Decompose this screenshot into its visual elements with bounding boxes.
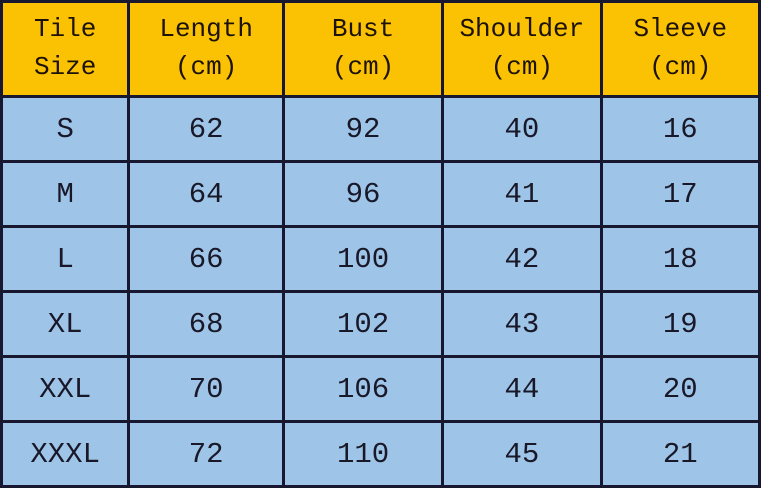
- cell-size: XXL: [0, 355, 131, 423]
- header-unit: (cm): [649, 52, 712, 82]
- header-row: Tile Size Length (cm) Bust (cm) Shoulder…: [0, 0, 761, 98]
- cell-size: S: [0, 95, 131, 163]
- cell-shoulder: 44: [441, 355, 603, 423]
- header-label: Sleeve: [633, 14, 728, 45]
- cell-size: M: [0, 160, 131, 228]
- cell-bust: 102: [281, 290, 445, 358]
- cell-sleeve: 19: [599, 290, 761, 358]
- cell-sleeve: 17: [599, 160, 761, 228]
- cell-shoulder: 45: [441, 420, 603, 488]
- header-unit: (cm): [331, 52, 395, 82]
- cell-length: 62: [127, 95, 285, 163]
- cell-sleeve: 21: [599, 420, 761, 488]
- header-label: Shoulder: [459, 14, 585, 45]
- cell-size: L: [0, 225, 131, 293]
- header-cell-length: Length (cm): [127, 0, 285, 98]
- cell-sleeve: 16: [599, 95, 761, 163]
- cell-sleeve: 18: [599, 225, 761, 293]
- header-label: Length: [159, 14, 253, 45]
- table-row-s: S 62 92 40 16: [0, 95, 761, 163]
- table-row-l: L 66 100 42 18: [0, 225, 761, 293]
- table-row-xxl: XXL 70 106 44 20: [0, 355, 761, 423]
- cell-bust: 110: [281, 420, 445, 488]
- table-row-xl: XL 68 102 43 19: [0, 290, 761, 358]
- cell-length: 64: [127, 160, 285, 228]
- cell-length: 72: [127, 420, 285, 488]
- table-row-m: M 64 96 41 17: [0, 160, 761, 228]
- cell-bust: 106: [281, 355, 445, 423]
- cell-shoulder: 42: [441, 225, 603, 293]
- cell-shoulder: 43: [441, 290, 603, 358]
- cell-shoulder: 41: [441, 160, 603, 228]
- cell-length: 70: [127, 355, 285, 423]
- cell-bust: 92: [281, 95, 445, 163]
- cell-size: XXXL: [0, 420, 131, 488]
- header-cell-shoulder: Shoulder (cm): [441, 0, 603, 98]
- header-cell-tile-size: Tile Size: [0, 0, 131, 98]
- header-cell-sleeve: Sleeve (cm): [599, 0, 761, 98]
- cell-shoulder: 40: [441, 95, 603, 163]
- table-row-xxxl: XXXL 72 110 45 21: [0, 420, 761, 488]
- cell-length: 68: [127, 290, 285, 358]
- header-label: Tile: [33, 14, 97, 45]
- cell-bust: 96: [281, 160, 445, 228]
- cell-bust: 100: [281, 225, 445, 293]
- cell-sleeve: 20: [599, 355, 761, 423]
- cell-size: XL: [0, 290, 131, 358]
- header-unit: (cm): [174, 52, 238, 82]
- header-label: Bust: [331, 14, 395, 45]
- cell-length: 66: [127, 225, 285, 293]
- header-unit: Size: [33, 52, 97, 82]
- header-unit: (cm): [490, 52, 554, 82]
- header-cell-bust: Bust (cm): [281, 0, 445, 98]
